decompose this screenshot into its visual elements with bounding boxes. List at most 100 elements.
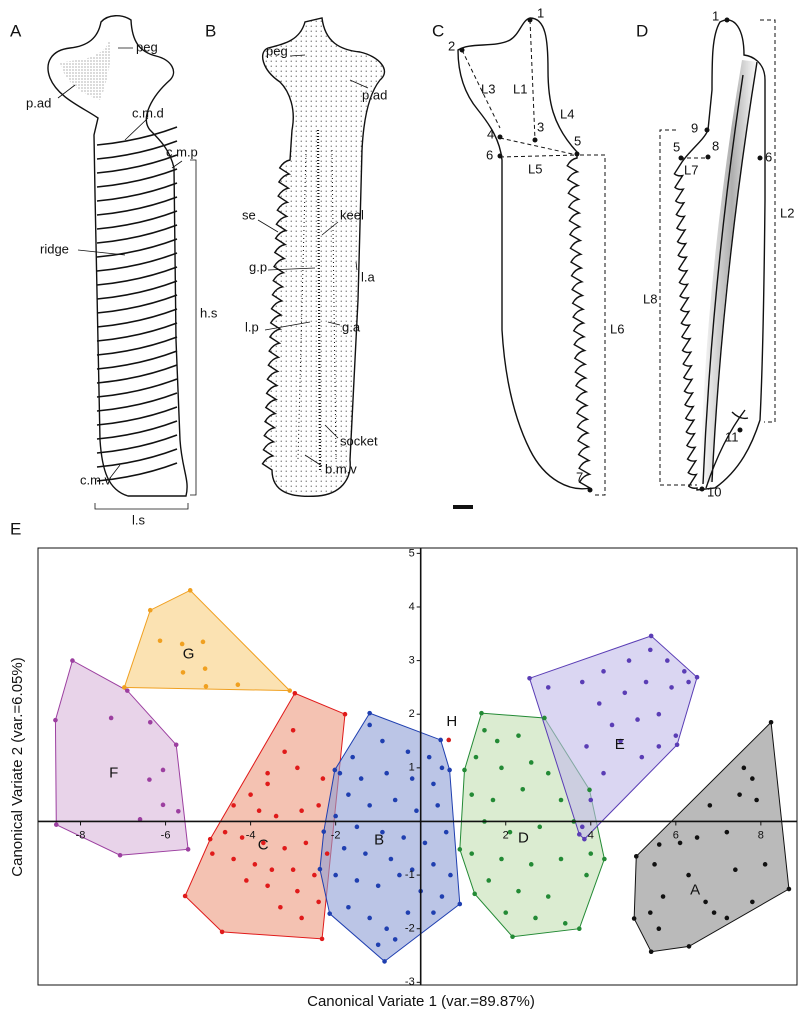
group-label: A xyxy=(690,882,700,899)
point xyxy=(291,728,296,733)
panel-c: C 1 2 L3 L1 L4 3 4 5 6 L5 L6 7 xyxy=(432,5,624,495)
point xyxy=(649,949,654,954)
point xyxy=(304,841,309,846)
point xyxy=(529,760,534,765)
point xyxy=(580,825,585,830)
point xyxy=(321,829,326,834)
point xyxy=(210,851,215,856)
point xyxy=(423,841,428,846)
point xyxy=(118,853,123,858)
point xyxy=(376,884,381,889)
label: L4 xyxy=(560,106,574,121)
point xyxy=(510,934,515,939)
point xyxy=(299,916,304,921)
point xyxy=(661,894,666,899)
point xyxy=(363,851,368,856)
y-tick-label: 3 xyxy=(409,655,415,667)
x-tick-label: -4 xyxy=(246,829,256,841)
point xyxy=(763,862,768,867)
label: 11 xyxy=(725,429,739,444)
point xyxy=(703,900,708,905)
point xyxy=(458,847,463,852)
label: c.m.p xyxy=(166,144,198,159)
point xyxy=(183,894,188,899)
point xyxy=(265,771,270,776)
point xyxy=(652,862,657,867)
point xyxy=(499,857,504,862)
label: peg xyxy=(266,43,288,58)
label: 8 xyxy=(712,138,719,153)
y-tick-label: -2 xyxy=(405,923,415,935)
point xyxy=(587,788,592,793)
point xyxy=(610,723,615,728)
point xyxy=(295,889,300,894)
label: L7 xyxy=(684,162,698,177)
point xyxy=(376,942,381,947)
point xyxy=(601,771,606,776)
label: l.a xyxy=(361,269,376,284)
point xyxy=(657,842,662,847)
group-label: D xyxy=(518,830,529,847)
label: p.ad xyxy=(362,87,387,102)
point xyxy=(725,830,730,835)
group-label: C xyxy=(258,837,269,854)
point xyxy=(54,822,59,827)
point xyxy=(499,766,504,771)
group-label: G xyxy=(183,646,195,663)
point xyxy=(563,921,568,926)
label: l.s xyxy=(132,512,146,527)
point xyxy=(181,670,186,675)
point xyxy=(321,776,326,781)
point xyxy=(431,782,436,787)
label: se xyxy=(242,207,256,222)
point xyxy=(474,755,479,760)
point xyxy=(350,755,355,760)
point xyxy=(520,787,525,792)
point xyxy=(201,640,206,645)
point xyxy=(787,887,792,892)
point xyxy=(546,685,551,690)
panel-letter: E xyxy=(10,519,21,538)
group-hull xyxy=(124,590,289,690)
point xyxy=(299,808,304,813)
group-label: F xyxy=(109,765,118,782)
point xyxy=(240,835,245,840)
point xyxy=(320,937,325,942)
label: 4 xyxy=(487,126,494,141)
point xyxy=(559,857,564,862)
point xyxy=(282,846,287,851)
point xyxy=(469,851,474,856)
point xyxy=(70,658,75,663)
point xyxy=(148,720,153,725)
point xyxy=(147,777,152,782)
point xyxy=(208,837,213,842)
point xyxy=(648,648,653,653)
point xyxy=(754,798,759,803)
point xyxy=(109,716,114,721)
label: keel xyxy=(340,207,364,222)
point xyxy=(316,900,321,905)
point xyxy=(125,688,130,693)
point xyxy=(410,776,415,781)
label: g.p xyxy=(249,259,267,274)
point xyxy=(708,803,713,808)
point xyxy=(542,716,547,721)
label: L5 xyxy=(528,161,542,176)
point xyxy=(491,798,496,803)
point xyxy=(248,792,253,797)
y-tick-label: -1 xyxy=(405,869,415,881)
x-tick-label: -2 xyxy=(331,829,341,841)
point xyxy=(635,717,640,722)
label: 10 xyxy=(707,484,721,499)
x-tick-label: -8 xyxy=(76,829,86,841)
point xyxy=(588,851,593,856)
group-label: B xyxy=(374,831,384,848)
point xyxy=(648,910,653,915)
point xyxy=(577,832,582,837)
point xyxy=(367,723,372,728)
point xyxy=(588,798,593,803)
point xyxy=(293,691,298,696)
point xyxy=(393,798,398,803)
point xyxy=(634,854,639,859)
point xyxy=(384,771,389,776)
